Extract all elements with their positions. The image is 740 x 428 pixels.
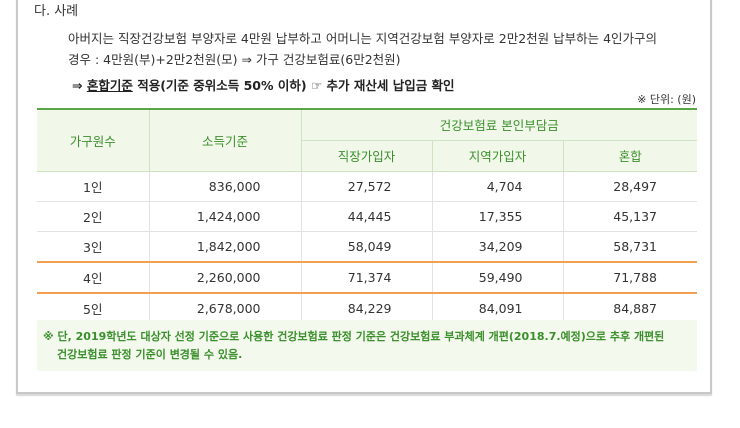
cell-income: 1,424,000 bbox=[149, 201, 302, 232]
example-line-3-suffix: 적용(기준 중위소득 50% 이하) ☞ 추가 재산세 납입금 확인 bbox=[132, 78, 455, 93]
header-employee: 직장가입자 bbox=[301, 140, 433, 172]
unit-note: ※ 단위: (원) bbox=[637, 93, 696, 106]
footnote-line-2: 건강보험료 판정 기준이 변경될 수 있음. bbox=[57, 348, 243, 361]
cell-household: 3인 bbox=[37, 231, 150, 263]
cell-household: 4인 bbox=[37, 261, 150, 294]
cell-regional: 4,704 bbox=[432, 171, 564, 202]
cell-mixed: 28,497 bbox=[563, 171, 697, 202]
cell-employee: 71,374 bbox=[301, 261, 433, 294]
footnote-box: ※ 단, 2019학년도 대상자 선정 기준으로 사용한 건강보험료 판정 기준… bbox=[37, 320, 697, 371]
cell-income: 2,678,000 bbox=[149, 292, 302, 324]
table-row: 2인 1,424,000 44,445 17,355 45,137 bbox=[37, 201, 697, 232]
cell-regional: 59,490 bbox=[432, 261, 564, 294]
mixed-criterion-text: 혼합기준 bbox=[86, 78, 133, 93]
header-income: 소득기준 bbox=[149, 108, 302, 172]
header-household: 가구원수 bbox=[37, 108, 150, 172]
table-row: 5인 2,678,000 84,229 84,091 84,887 bbox=[37, 292, 697, 324]
example-line-2: 경우 : 4만원(부)+2만2천원(모) ⇒ 가구 건강보험료(6만2천원) bbox=[68, 52, 401, 67]
cell-mixed: 58,731 bbox=[563, 231, 697, 263]
premium-table: 가구원수 소득기준 건강보험료 본인부담금 직장가입자 지역가입자 혼합 1인 … bbox=[37, 108, 697, 324]
arrow-prefix: ⇒ bbox=[72, 78, 87, 93]
cell-employee: 44,445 bbox=[301, 201, 433, 232]
section-title: 다. 사례 bbox=[34, 4, 79, 19]
cell-regional: 17,355 bbox=[432, 201, 564, 232]
header-premium-group: 건강보험료 본인부담금 bbox=[301, 108, 697, 141]
cell-mixed: 71,788 bbox=[563, 261, 697, 294]
table-row-highlighted: 4인 2,260,000 71,374 59,490 71,788 bbox=[37, 261, 697, 294]
table-row: 3인 1,842,000 58,049 34,209 58,731 bbox=[37, 231, 697, 263]
example-line-3: ⇒ 혼합기준 적용(기준 중위소득 50% 이하) ☞ 추가 재산세 납입금 확… bbox=[72, 78, 455, 94]
cell-regional: 34,209 bbox=[432, 231, 564, 263]
cell-income: 1,842,000 bbox=[149, 231, 302, 263]
cell-mixed: 84,887 bbox=[563, 292, 697, 324]
cell-employee: 58,049 bbox=[301, 231, 433, 263]
cell-employee: 27,572 bbox=[301, 171, 433, 202]
table-row: 1인 836,000 27,572 4,704 28,497 bbox=[37, 171, 697, 202]
footnote-line-1: ※ 단, 2019학년도 대상자 선정 기준으로 사용한 건강보험료 판정 기준… bbox=[43, 330, 665, 343]
cell-mixed: 45,137 bbox=[563, 201, 697, 232]
header-regional: 지역가입자 bbox=[432, 140, 564, 172]
cell-household: 2인 bbox=[37, 201, 150, 232]
cell-employee: 84,229 bbox=[301, 292, 433, 324]
cell-regional: 84,091 bbox=[432, 292, 564, 324]
cell-household: 5인 bbox=[37, 292, 150, 324]
cell-household: 1인 bbox=[37, 171, 150, 202]
example-line-1: 아버지는 직장건강보험 부양자로 4만원 납부하고 어머니는 지역건강보험 부양… bbox=[68, 31, 658, 46]
cell-income: 836,000 bbox=[149, 171, 302, 202]
cell-income: 2,260,000 bbox=[149, 261, 302, 294]
header-mixed: 혼합 bbox=[563, 140, 697, 172]
